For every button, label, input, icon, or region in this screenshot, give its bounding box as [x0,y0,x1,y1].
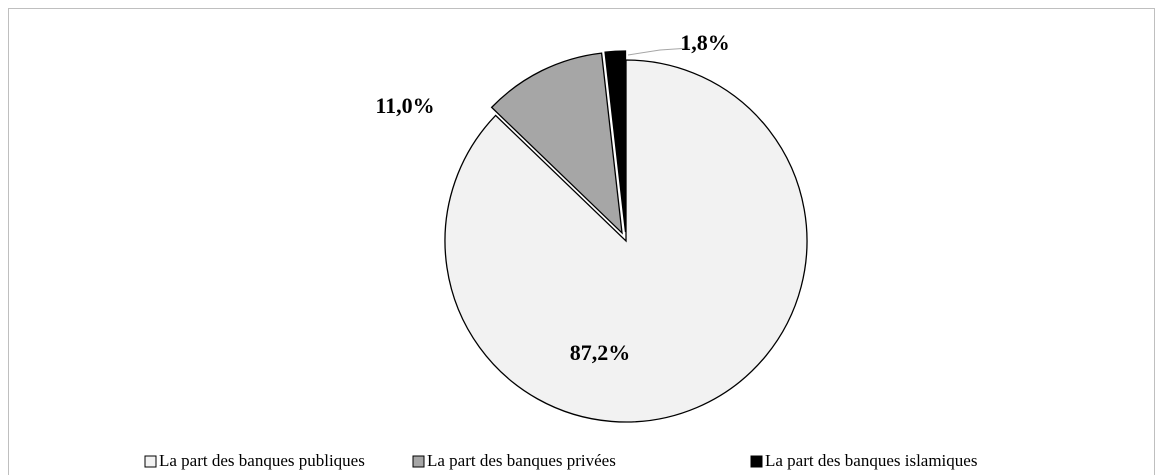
data-label: 87,2% [570,340,631,365]
data-label: 1,8% [680,30,730,55]
leader-line [627,47,691,56]
legend-label: La part des banques privées [427,451,616,470]
legend-marker [144,455,157,468]
pie-slice [604,50,627,233]
data-label: 11,0% [375,93,434,118]
legend-marker [412,455,425,468]
legend-label: La part des banques islamiques [765,451,977,470]
legend-label: La part des banques publiques [159,451,365,470]
legend-marker [750,455,763,468]
pie-slice [490,52,623,235]
pie-slice [444,59,808,423]
